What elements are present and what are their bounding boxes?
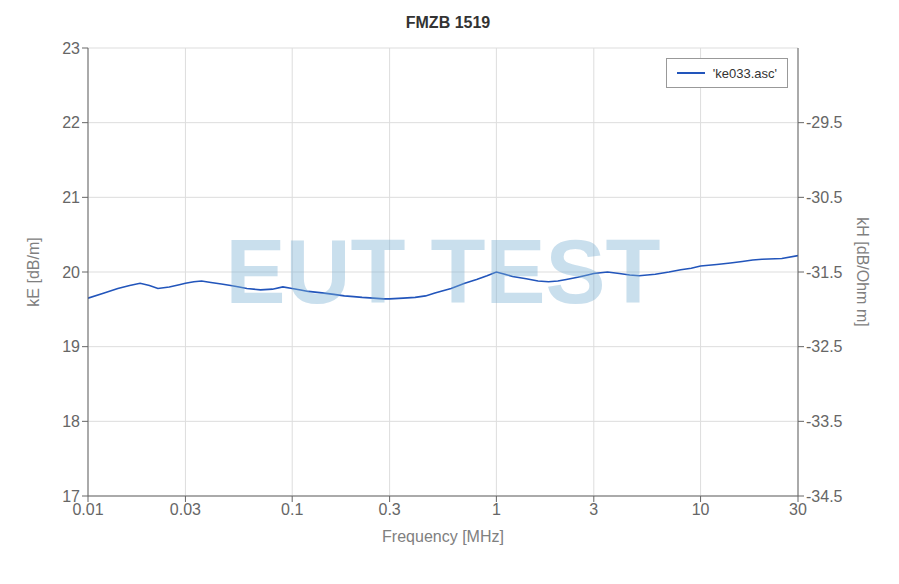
- svg-text:19: 19: [62, 338, 80, 355]
- svg-text:-29.5: -29.5: [806, 114, 843, 131]
- html-text:'ke033.asc': 'ke033.asc': [712, 65, 777, 81]
- svg-text:-33.5: -33.5: [806, 413, 843, 430]
- svg-text:17: 17: [62, 488, 80, 505]
- svg-text:10: 10: [692, 501, 710, 518]
- svg-text:1: 1: [492, 501, 501, 518]
- svg-text:kE [dB/m]: kE [dB/m]: [25, 237, 42, 306]
- svg-text:kH [dB/Ohm m]: kH [dB/Ohm m]: [854, 217, 871, 326]
- svg-text:18: 18: [62, 413, 80, 430]
- svg-text:3: 3: [589, 501, 598, 518]
- svg-text:-30.5: -30.5: [806, 189, 843, 206]
- svg-text:23: 23: [62, 40, 80, 57]
- svg-text:0.03: 0.03: [170, 501, 201, 518]
- html-text:EUT TEST: EUT TEST: [225, 221, 661, 322]
- svg-text:30: 30: [789, 501, 807, 518]
- svg-text:-34.5: -34.5: [806, 488, 843, 505]
- svg-text:Frequency [MHz]: Frequency [MHz]: [382, 528, 504, 545]
- html-text:FMZB 1519: FMZB 1519: [405, 14, 491, 31]
- svg-text:-31.5: -31.5: [806, 264, 843, 281]
- svg-text:0.01: 0.01: [72, 501, 104, 519]
- svg-text:22: 22: [62, 114, 80, 131]
- svg-text:0.1: 0.1: [281, 501, 303, 518]
- svg-text:20: 20: [62, 264, 80, 281]
- svg-text:21: 21: [62, 189, 80, 206]
- svg-text:-32.5: -32.5: [806, 338, 843, 355]
- svg-text:0.3: 0.3: [378, 501, 400, 518]
